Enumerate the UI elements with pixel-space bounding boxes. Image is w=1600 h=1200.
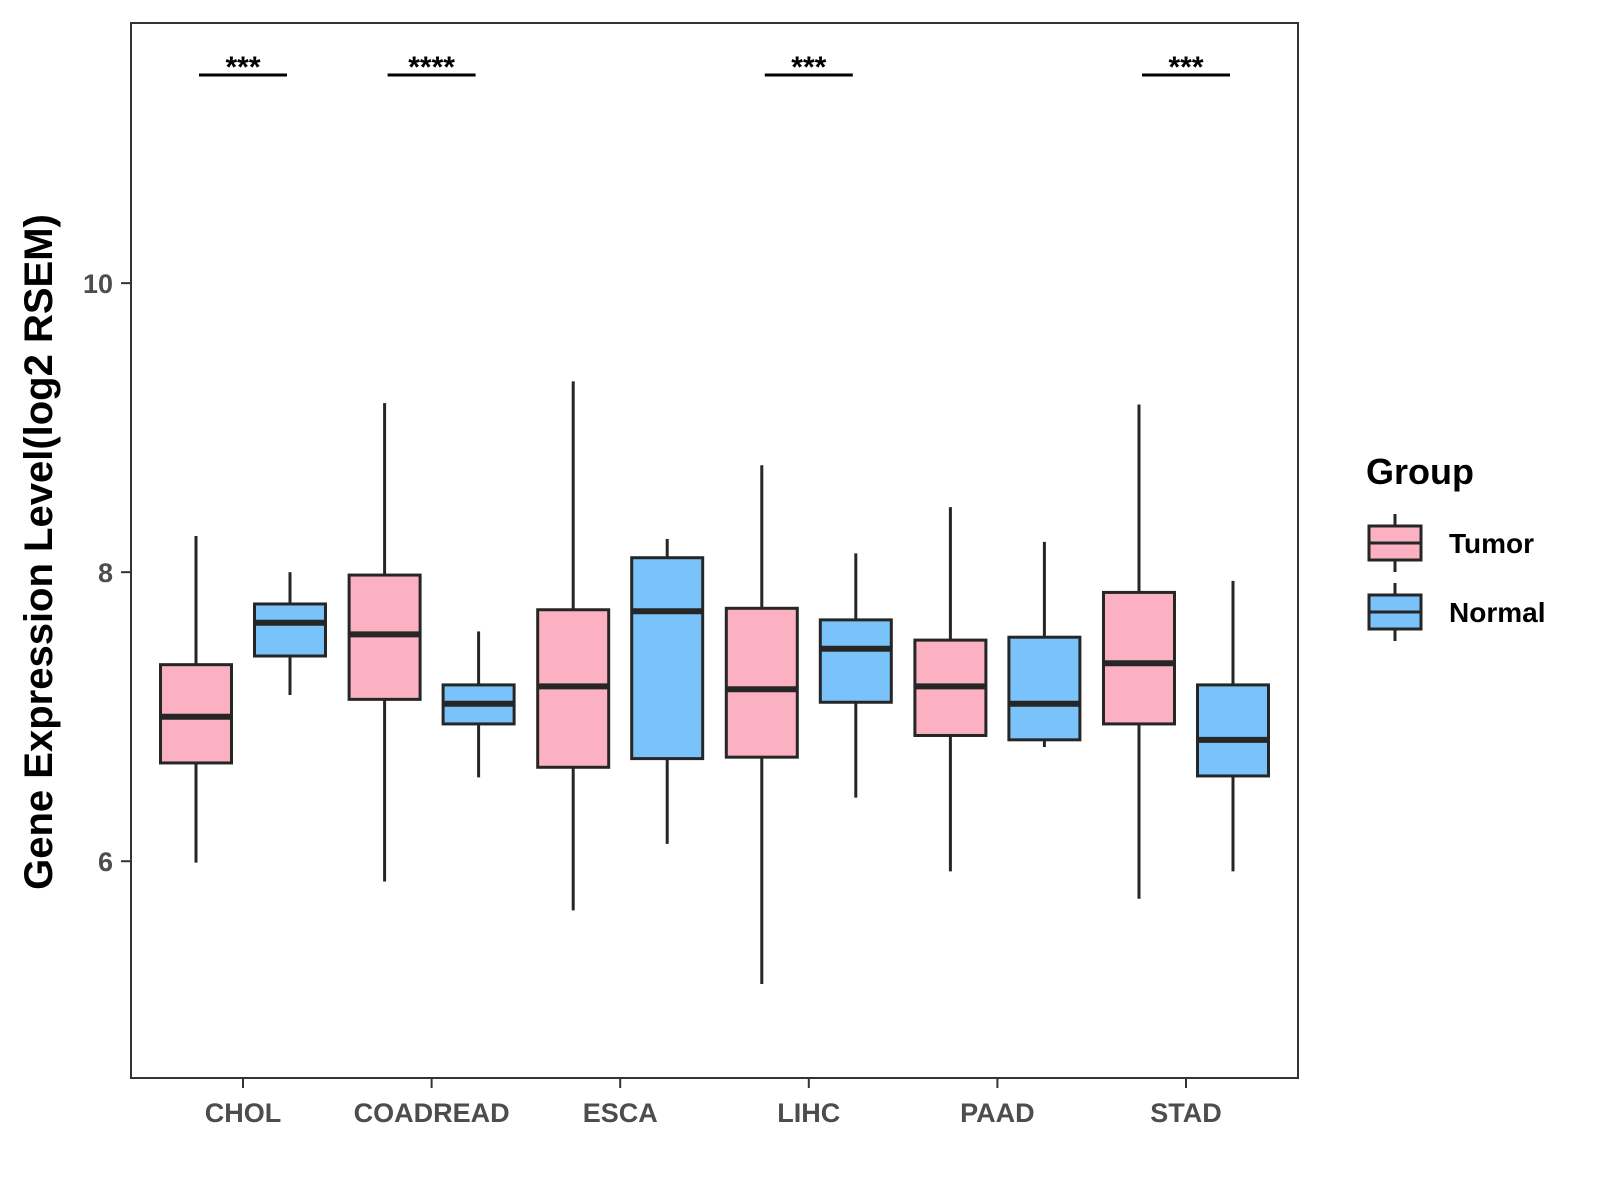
box-iqr xyxy=(1007,635,1082,742)
x-tick-label: PAAD xyxy=(960,1098,1035,1128)
x-tick-label: ESCA xyxy=(583,1098,658,1128)
significance-label: *** xyxy=(1168,51,1203,84)
panel-border xyxy=(130,22,1299,1079)
box-iqr xyxy=(1196,683,1270,778)
significance-label: *** xyxy=(791,51,826,84)
box-tumor-esca xyxy=(536,381,611,911)
y-tick-label: 10 xyxy=(83,269,113,299)
significance-label: *** xyxy=(225,51,260,84)
box-normal-esca xyxy=(630,538,705,844)
box-iqr xyxy=(253,602,327,658)
box-tumor-stad xyxy=(1102,404,1176,899)
box-tumor-paad xyxy=(913,507,988,872)
y-tick-label: 6 xyxy=(98,847,113,877)
y-tick-label: 8 xyxy=(98,558,113,588)
box-normal-coadread xyxy=(441,631,516,778)
box-iqr xyxy=(630,556,705,761)
legend-title: Group xyxy=(1366,451,1474,492)
box-tumor-lihc xyxy=(724,465,799,985)
box-normal-lihc xyxy=(818,553,893,798)
legend-label-normal: Normal xyxy=(1449,597,1545,628)
x-tick-label: CHOL xyxy=(205,1098,282,1128)
x-tick-label: STAD xyxy=(1150,1098,1222,1128)
legend-label-tumor: Tumor xyxy=(1449,528,1534,559)
box-tumor-coadread xyxy=(347,403,422,882)
box-iqr xyxy=(1102,590,1176,726)
box-normal-stad xyxy=(1196,580,1270,872)
box-normal-chol xyxy=(253,572,327,696)
y-axis-label: Gene Expression Level(log2 RSEM) xyxy=(17,214,61,890)
box-iqr xyxy=(818,618,893,704)
significance-label: **** xyxy=(408,51,455,84)
legend: Group Tumor Normal xyxy=(1366,451,1545,641)
box-iqr xyxy=(724,606,799,759)
box-normal-paad xyxy=(1007,541,1082,748)
x-tick-label: LIHC xyxy=(777,1098,840,1128)
box-tumor-chol xyxy=(159,536,233,863)
x-tick-label: COADREAD xyxy=(354,1098,510,1128)
